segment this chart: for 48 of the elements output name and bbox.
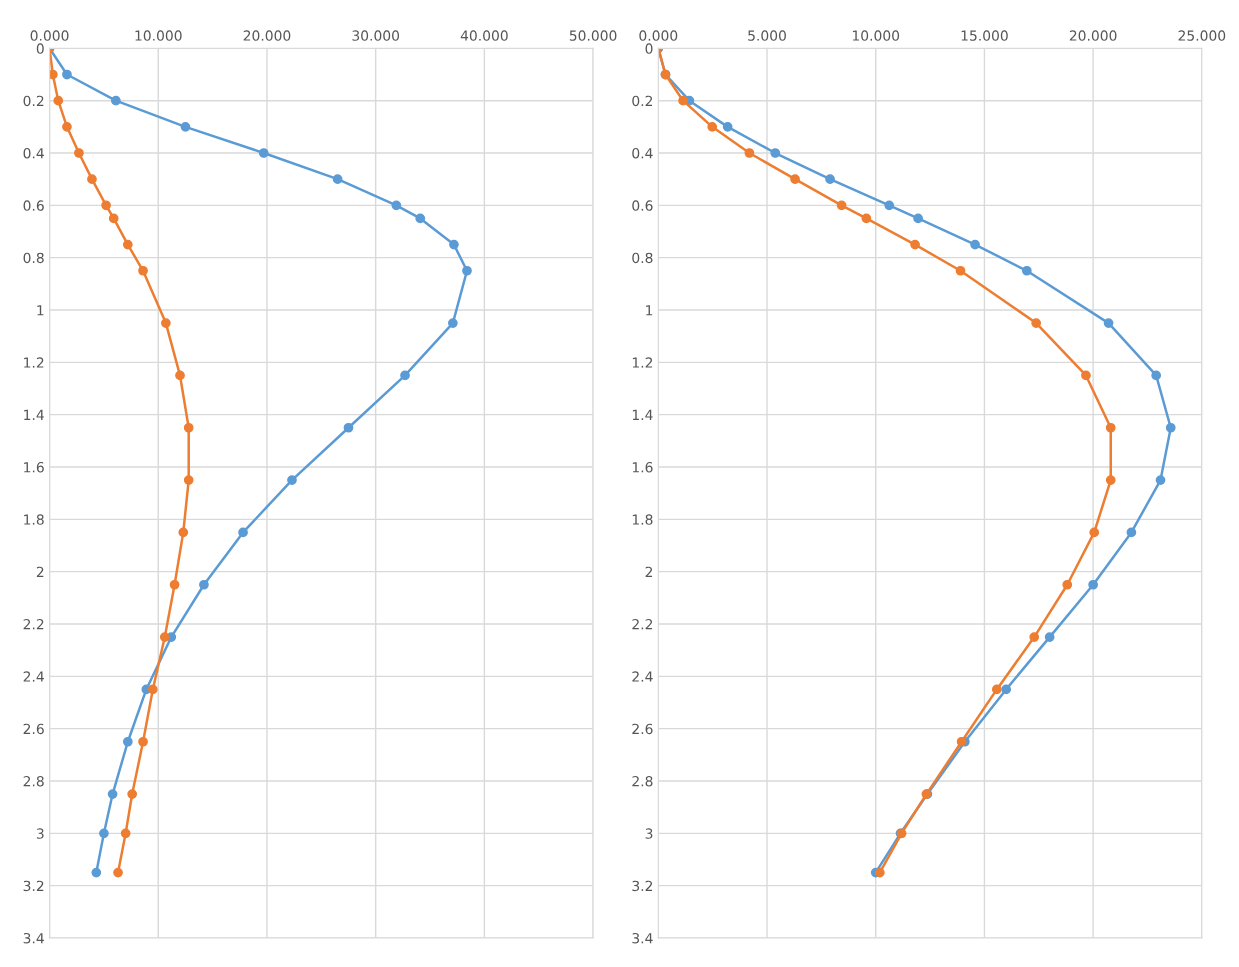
- y-tick-label: 0.6: [23, 200, 44, 211]
- y-tick-label: 2.6: [23, 723, 44, 735]
- y-tick-label: 2.2: [632, 618, 653, 630]
- y-tick-label: 3: [36, 828, 44, 839]
- x-tick-label: 10.000: [135, 30, 182, 41]
- y-tick-label: 2.2: [23, 618, 44, 630]
- y-tick-label: 0.4: [23, 147, 44, 159]
- x-tick-label: 40.000: [460, 30, 508, 41]
- y-tick-label: 0.2: [632, 95, 653, 107]
- x-tick-label: 50.000: [569, 30, 617, 41]
- y-tick-label: 1.8: [632, 514, 653, 525]
- y-tick-label: 0.8: [23, 252, 44, 264]
- y-tick-label: 1.4: [632, 409, 653, 420]
- x-tick-label: 0.000: [30, 30, 69, 41]
- y-tick-label: 1.6: [24, 461, 44, 473]
- y-tick-label: 3.2: [632, 880, 653, 892]
- x-tick-label: 5.000: [748, 30, 786, 41]
- y-tick-label: 2: [36, 566, 44, 577]
- y-tick-label: 0.6: [632, 200, 653, 211]
- y-tick-label: 3.4: [23, 932, 44, 944]
- y-tick-label: 0.2: [23, 95, 44, 107]
- y-tick-label: 2.8: [632, 775, 653, 787]
- x-tick-label: 20.000: [243, 30, 291, 41]
- y-tick-label: 0: [36, 43, 44, 54]
- y-tick-label: 0: [645, 43, 653, 54]
- y-tick-label: 1.2: [24, 357, 44, 368]
- y-tick-label: 3.4: [632, 932, 653, 944]
- y-tick-label: 0.8: [632, 252, 653, 264]
- y-tick-label: 1.2: [632, 357, 653, 368]
- y-tick-label: 1.6: [632, 461, 653, 473]
- x-tick-label: 25.000: [1178, 30, 1226, 41]
- y-tick-label: 0.4: [632, 147, 653, 159]
- y-tick-label: 2.4: [632, 671, 653, 682]
- y-tick-label: 2.6: [632, 723, 653, 735]
- y-tick-label: 1: [37, 305, 44, 316]
- y-tick-label: 3.2: [23, 880, 44, 892]
- y-tick-label: 3: [645, 828, 653, 839]
- y-tick-label: 1.8: [24, 514, 44, 525]
- y-tick-label: 2.8: [23, 775, 44, 787]
- y-tick-label: 2: [645, 566, 653, 577]
- x-tick-label: 10.000: [852, 30, 900, 41]
- x-tick-label: 0.000: [639, 30, 678, 41]
- y-tick-label: 2.4: [23, 671, 44, 682]
- x-tick-label: 15.000: [961, 30, 1008, 41]
- x-tick-label: 20.000: [1069, 30, 1117, 41]
- y-tick-label: 1.4: [24, 409, 44, 420]
- x-tick-label: 30.000: [352, 30, 400, 41]
- y-tick-label: 1: [646, 305, 653, 316]
